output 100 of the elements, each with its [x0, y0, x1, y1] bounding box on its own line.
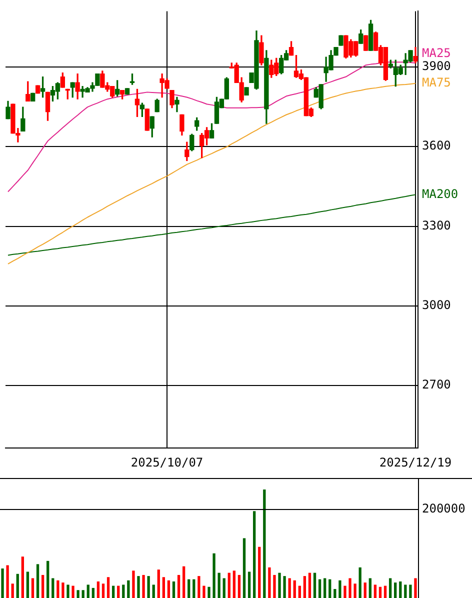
series-label: MA75	[422, 76, 451, 90]
bar	[242, 538, 246, 598]
bar	[137, 576, 140, 598]
bar	[182, 566, 186, 598]
bar	[188, 579, 190, 598]
bar	[62, 582, 64, 598]
bar	[313, 572, 316, 598]
bar	[378, 586, 382, 598]
bar	[112, 586, 115, 598]
bar	[1, 568, 4, 598]
bar	[162, 577, 166, 598]
bar	[228, 572, 230, 598]
bar	[384, 586, 387, 598]
bar	[358, 567, 362, 598]
bar	[293, 580, 296, 598]
bar	[157, 570, 160, 598]
bar	[21, 556, 24, 598]
bar	[278, 572, 281, 598]
bar	[252, 511, 256, 598]
y-tick-label: 2700	[422, 378, 451, 392]
bar	[202, 586, 206, 598]
bar	[308, 572, 312, 598]
bar	[208, 586, 210, 598]
bar	[364, 582, 366, 598]
bar	[6, 565, 9, 598]
series-label: MA25	[422, 46, 451, 60]
y-tick-label: 3300	[422, 218, 451, 232]
bar	[388, 578, 392, 598]
candlestick	[144, 108, 150, 131]
bar	[117, 586, 120, 598]
x-tick-label: 2025/10/07	[130, 455, 204, 470]
candlestick	[363, 35, 368, 51]
bar	[52, 578, 54, 598]
bar	[76, 590, 80, 598]
x-tick-label: 2025/12/19	[379, 455, 452, 470]
bar	[46, 560, 50, 598]
y-tick-label: 3000	[422, 298, 451, 312]
bar	[324, 578, 326, 598]
bar	[283, 576, 286, 598]
y-tick-label: 3900	[422, 59, 451, 74]
bar	[348, 578, 352, 598]
bar	[122, 584, 125, 598]
bar	[132, 570, 135, 598]
bar	[248, 572, 251, 598]
y-tick-label: 3600	[422, 138, 451, 153]
candlestick	[338, 35, 344, 46]
bar	[72, 586, 74, 598]
bar	[142, 574, 145, 598]
bar	[41, 574, 44, 598]
bar	[36, 564, 40, 598]
bar	[66, 584, 70, 598]
bar	[298, 586, 301, 598]
bar	[212, 553, 216, 598]
candlestick	[124, 88, 130, 95]
bar	[167, 580, 170, 598]
bar	[177, 574, 180, 598]
bar	[152, 584, 155, 598]
bar	[172, 581, 176, 598]
bar	[238, 574, 241, 598]
bar	[82, 590, 84, 598]
bar	[127, 580, 130, 598]
bar	[354, 584, 356, 598]
bar	[334, 589, 336, 598]
bar	[96, 581, 100, 598]
bar	[404, 584, 407, 598]
bar	[218, 572, 220, 598]
bar	[409, 584, 412, 598]
bar	[31, 578, 34, 598]
bar	[198, 576, 200, 598]
bar	[288, 578, 291, 598]
bar	[374, 584, 377, 598]
bar	[394, 582, 397, 598]
bar	[344, 586, 346, 598]
bar	[92, 588, 94, 598]
series-label: MA200	[422, 186, 458, 201]
bar	[399, 581, 402, 598]
bar	[338, 580, 342, 598]
bar	[268, 567, 271, 598]
bar	[258, 546, 261, 598]
bar	[328, 579, 332, 598]
bar	[106, 577, 110, 598]
bar	[263, 490, 266, 598]
bar	[102, 584, 105, 598]
bar	[56, 580, 60, 598]
text: 200000	[422, 501, 466, 516]
bar	[147, 576, 150, 598]
bar	[192, 579, 196, 598]
bar	[222, 578, 226, 598]
bar	[26, 572, 30, 598]
bar	[11, 584, 14, 598]
candlestick	[244, 87, 249, 96]
candlestick	[35, 85, 40, 94]
bar	[318, 579, 322, 598]
bar	[86, 584, 90, 598]
bar	[368, 578, 372, 598]
bar	[273, 574, 276, 598]
bar	[414, 578, 417, 598]
bar	[16, 574, 19, 598]
bar	[232, 570, 236, 598]
bar	[303, 576, 306, 598]
